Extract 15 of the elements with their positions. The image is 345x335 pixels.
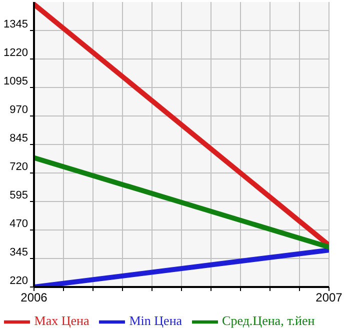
y-tick-label: 845: [10, 132, 28, 144]
y-tick-label: 220: [10, 274, 28, 287]
y-tick-label: 1345: [4, 18, 28, 30]
legend-label: Max Цена: [34, 312, 90, 328]
legend-label: Сред.Цена, т.йен: [222, 312, 315, 328]
legend-label: Min Цена: [129, 312, 182, 328]
y-tick-label: 720: [10, 160, 28, 173]
y-tick-label: 595: [10, 189, 28, 202]
y-tick-label: 345: [10, 246, 28, 258]
y-tick-label: 1095: [4, 75, 28, 88]
x-tick-label: 2007: [316, 290, 343, 305]
x-tick-label: 2006: [20, 290, 48, 305]
y-tick-label: 1220: [4, 46, 28, 59]
y-tick-label: 470: [10, 218, 28, 230]
y-tick-label: 970: [10, 104, 28, 116]
